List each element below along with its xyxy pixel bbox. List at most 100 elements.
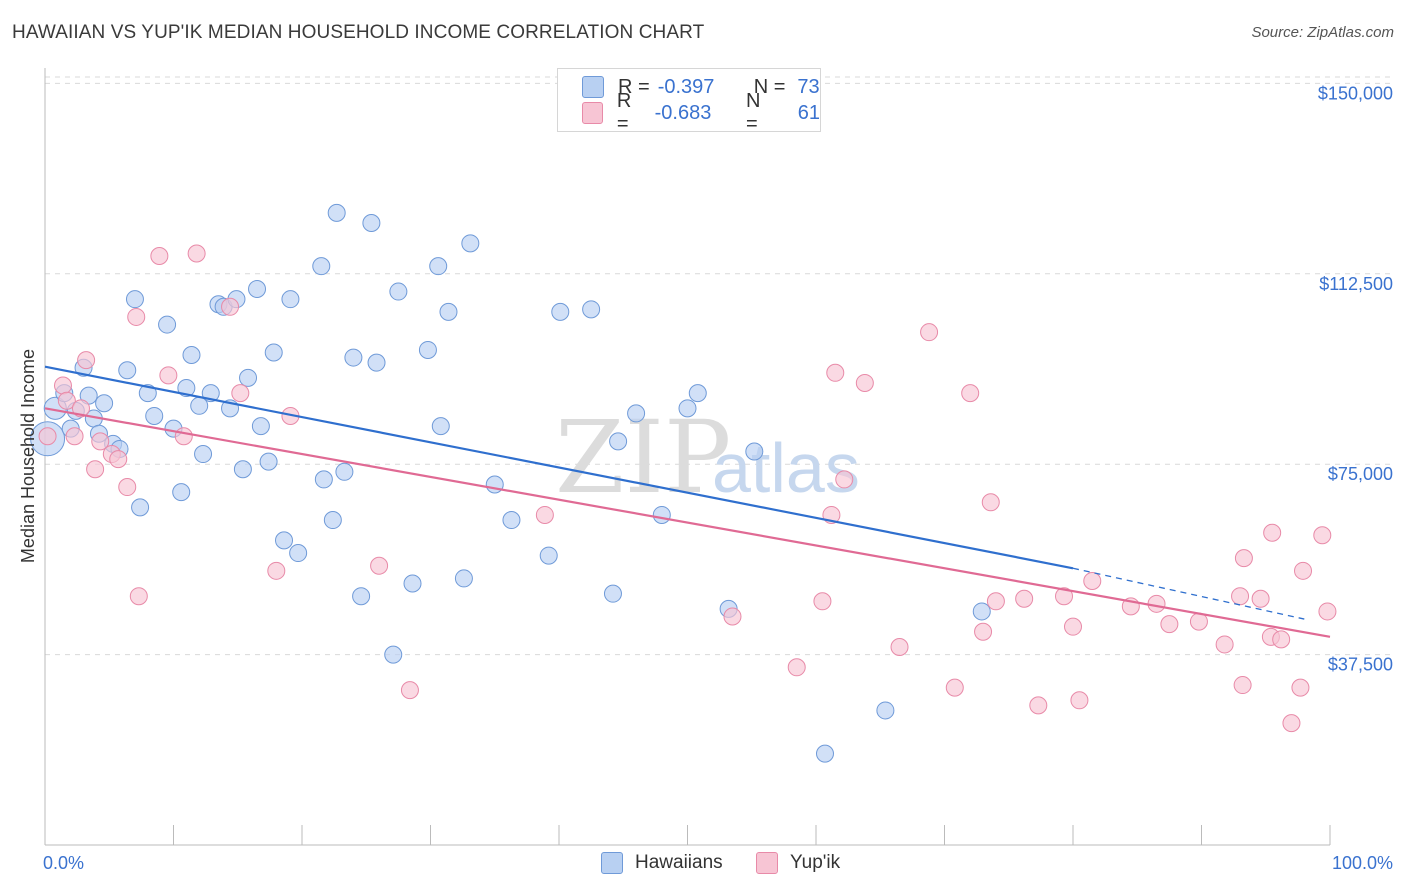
gridlines [45, 76, 1395, 656]
data-point [118, 478, 137, 497]
data-point [86, 460, 105, 479]
data-point [327, 203, 346, 222]
y-tick-labels: $37,500 $75,000 $112,500 $150,000 [1318, 83, 1393, 674]
data-point [109, 450, 128, 469]
data-point [787, 658, 806, 677]
data-point [289, 544, 308, 563]
data-point [972, 602, 991, 621]
data-point [1083, 571, 1102, 590]
data-point [370, 556, 389, 575]
data-point [95, 394, 114, 413]
trend-lines [44, 365, 1331, 638]
data-point [431, 417, 450, 436]
data-point [91, 432, 110, 451]
data-point [150, 247, 169, 266]
data-point [1234, 549, 1253, 568]
yupik-legend-swatch [756, 852, 778, 874]
data-point [826, 363, 845, 382]
data-point [1313, 526, 1332, 545]
correlation-legend: R = -0.397 N = 73 R = -0.683 N = 61 [557, 68, 821, 135]
data-point [53, 376, 72, 395]
data-point [275, 531, 294, 550]
x-ticks [44, 825, 1331, 845]
data-point [461, 234, 480, 253]
data-point [1272, 630, 1291, 649]
r-label: R = [618, 75, 650, 98]
data-point [535, 505, 554, 524]
data-point [502, 511, 521, 530]
bottom-legend-yupik: Yup'ik [756, 852, 840, 874]
data-point [125, 290, 144, 309]
data-point [418, 340, 437, 359]
data-point [172, 483, 191, 502]
data-point [194, 445, 213, 464]
watermark-atlas: atlas [712, 429, 860, 507]
data-point [129, 587, 148, 606]
yupik-swatch [582, 102, 603, 124]
hawaiians-swatch [582, 76, 604, 98]
data-point [335, 462, 354, 481]
data-point [945, 678, 964, 697]
data-point [603, 584, 622, 603]
data-point [182, 346, 201, 365]
data-point [187, 244, 206, 263]
data-point [239, 368, 258, 387]
data-point [367, 353, 386, 372]
data-point [145, 406, 164, 425]
x-max-label: 100.0% [1332, 853, 1393, 873]
data-point [131, 498, 150, 517]
data-point [688, 384, 707, 403]
data-point [344, 348, 363, 367]
data-point [1251, 589, 1270, 608]
data-point [267, 561, 286, 580]
x-min-label: 0.0% [43, 853, 84, 873]
data-point [118, 361, 137, 380]
trend-line [44, 407, 1331, 638]
data-point [890, 637, 909, 656]
data-point [71, 399, 90, 418]
data-point [362, 214, 381, 233]
data-point [1294, 561, 1313, 580]
data-point [38, 427, 57, 446]
data-point [312, 257, 331, 276]
data-point [551, 302, 570, 321]
data-point [264, 343, 283, 362]
data-point [961, 384, 980, 403]
legend-row-hawaiians: R = -0.397 N = 73 [582, 74, 820, 100]
watermark: ZIP atlas [555, 399, 860, 516]
data-point [454, 569, 473, 588]
n-value: 61 [797, 101, 820, 124]
data-point [159, 366, 178, 385]
data-point [429, 257, 448, 276]
data-point [352, 587, 371, 606]
data-point [400, 681, 419, 700]
data-point [1231, 587, 1250, 606]
data-point [1215, 635, 1234, 654]
data-point [1160, 615, 1179, 634]
chart-title: HAWAIIAN VS YUP'IK MEDIAN HOUSEHOLD INCO… [12, 22, 705, 43]
legend-row-yupik: R = -0.683 N = 61 [582, 90, 820, 135]
r-label: R = [616, 90, 632, 135]
data-point [1233, 676, 1252, 695]
data-point [815, 744, 834, 763]
data-point [174, 427, 193, 446]
n-label: N = [753, 75, 786, 98]
data-point [974, 622, 993, 641]
data-point [259, 452, 278, 471]
data-point [981, 493, 1000, 512]
y-tick-label: $150,000 [1318, 83, 1393, 103]
data-point [1015, 589, 1034, 608]
y-tick-label: $75,000 [1328, 464, 1393, 484]
data-point [627, 404, 646, 423]
data-point [389, 282, 408, 301]
hawaiians-legend-swatch [601, 852, 623, 874]
data-point [745, 442, 764, 461]
data-point [233, 460, 252, 479]
data-point [723, 607, 742, 626]
data-point [1291, 678, 1310, 697]
data-point [281, 290, 300, 309]
data-point [314, 470, 333, 489]
data-point [251, 417, 270, 436]
data-point [158, 315, 177, 334]
data-point [127, 307, 146, 326]
